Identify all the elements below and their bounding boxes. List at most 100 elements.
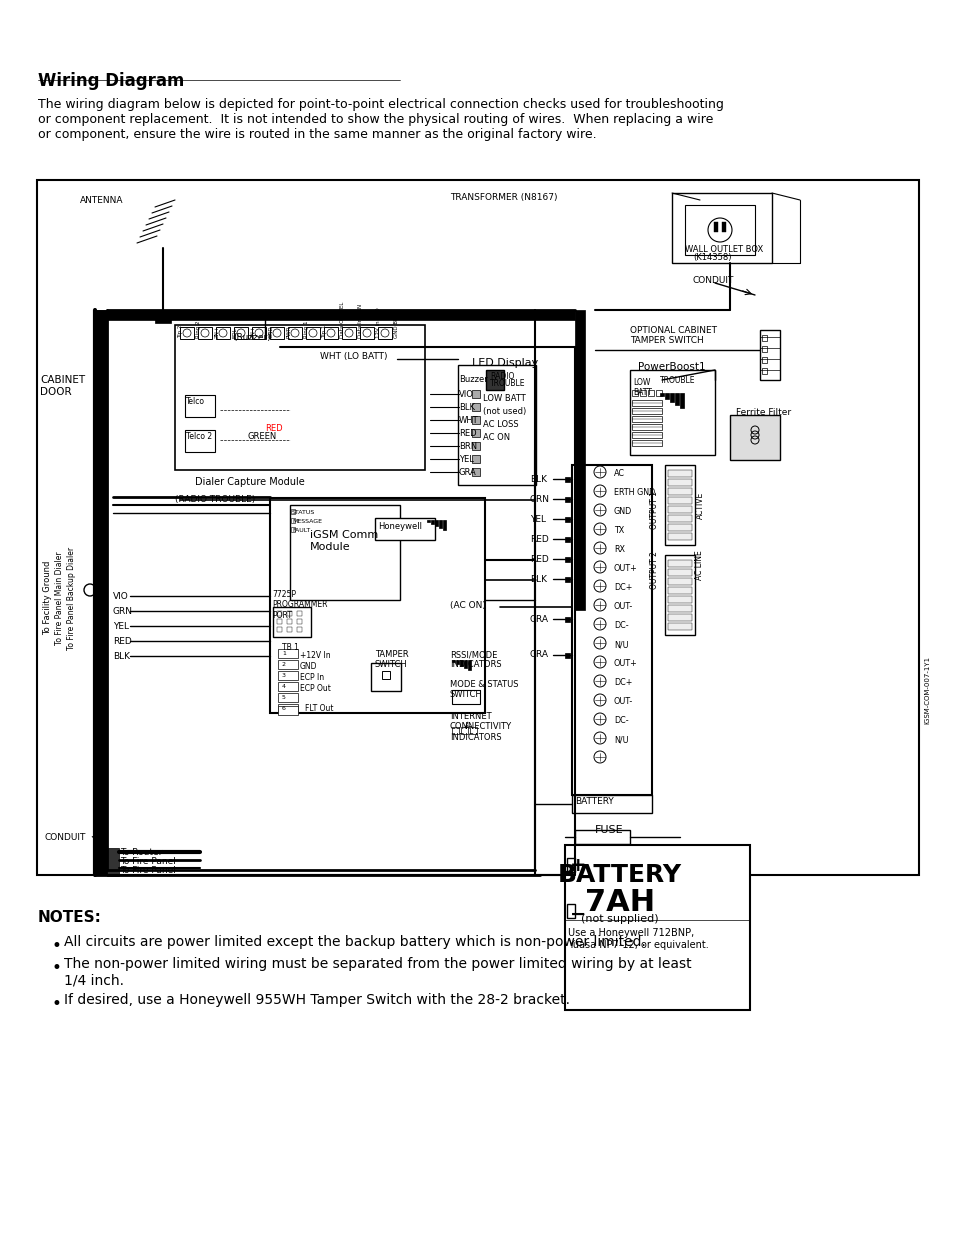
Text: BLK: BLK — [530, 576, 546, 584]
Text: AC LOSS: AC LOSS — [482, 420, 518, 429]
Bar — [472, 454, 479, 463]
Text: OUT-: OUT- — [614, 697, 633, 706]
Text: TB 1: TB 1 — [282, 643, 298, 652]
Bar — [277, 706, 297, 715]
Bar — [679, 393, 683, 408]
Bar — [631, 440, 661, 446]
Bar — [667, 559, 691, 567]
Text: TAMPER
SWITCH: TAMPER SWITCH — [375, 650, 408, 669]
Text: INTERNET
CONNECTIVITY
INDICATORS: INTERNET CONNECTIVITY INDICATORS — [450, 713, 512, 742]
Text: GRA: GRA — [530, 615, 548, 624]
Text: 7AH: 7AH — [584, 888, 655, 918]
Bar — [631, 408, 661, 414]
Text: Data In GRN: Data In GRN — [358, 304, 363, 338]
Bar — [664, 393, 668, 399]
Bar — [277, 682, 297, 692]
Bar — [290, 505, 399, 600]
Bar — [452, 727, 458, 734]
Bar — [684, 205, 754, 254]
Text: ECP In: ECP In — [299, 673, 324, 682]
Text: GREEN: GREEN — [248, 432, 277, 441]
Bar — [564, 537, 569, 542]
Text: 7725P
PROGRAMMER
PORT: 7725P PROGRAMMER PORT — [272, 590, 327, 620]
Bar — [631, 400, 661, 406]
Bar — [472, 416, 479, 424]
Bar — [472, 403, 479, 411]
Bar — [452, 659, 455, 662]
Text: YEL: YEL — [458, 454, 474, 464]
Bar — [185, 430, 214, 452]
Bar — [381, 671, 390, 679]
Bar — [667, 569, 691, 576]
Text: LED Display: LED Display — [472, 358, 537, 368]
Bar — [761, 368, 766, 374]
Text: EOL: EOL — [233, 327, 237, 338]
Bar — [656, 390, 661, 396]
Text: GRN: GRN — [112, 606, 132, 616]
Bar — [472, 390, 479, 398]
Text: (AC ON): (AC ON) — [450, 601, 485, 610]
Text: WHT: WHT — [458, 416, 478, 425]
Bar — [572, 466, 651, 795]
Text: Telco 2: Telco 2 — [186, 432, 212, 441]
Text: GRA: GRA — [530, 650, 548, 659]
Text: RED: RED — [458, 429, 476, 438]
Text: GND: GND — [614, 508, 632, 516]
Bar — [664, 555, 695, 635]
Text: iGSM Comm
Module: iGSM Comm Module — [310, 530, 377, 552]
Text: BATTERY: BATTERY — [558, 863, 681, 887]
Bar — [470, 727, 476, 734]
Text: RED: RED — [265, 424, 282, 433]
Text: CONDUIT: CONDUIT — [45, 832, 87, 842]
Bar — [564, 845, 749, 1010]
Text: (Buzzer): (Buzzer) — [233, 333, 271, 342]
Text: LOW
BATT: LOW BATT — [633, 378, 651, 398]
Bar — [198, 327, 212, 338]
Bar — [647, 390, 654, 396]
Text: MODE & STATUS
SWITCH: MODE & STATUS SWITCH — [450, 680, 518, 699]
Bar — [435, 520, 437, 526]
Text: TAMPER SWITCH: TAMPER SWITCH — [629, 336, 703, 345]
Bar — [459, 659, 462, 666]
Text: Tip 1: Tip 1 — [322, 325, 327, 338]
Bar — [291, 517, 294, 522]
Text: 6: 6 — [282, 706, 286, 711]
Text: AC LINE: AC LINE — [695, 550, 703, 580]
Text: IGSM-COM-007-1Y1: IGSM-COM-007-1Y1 — [923, 656, 929, 724]
Bar — [675, 393, 679, 405]
Bar — [296, 619, 302, 624]
Bar — [485, 370, 503, 390]
Bar — [564, 496, 569, 501]
Bar — [296, 611, 302, 616]
Text: N/U: N/U — [614, 735, 628, 743]
Bar — [427, 520, 430, 522]
Bar — [667, 534, 691, 540]
Bar — [566, 858, 575, 872]
Bar — [669, 393, 673, 403]
Text: ZN+: ZN+ — [251, 325, 255, 338]
Text: (K14358): (K14358) — [692, 253, 731, 262]
Text: FLT Out: FLT Out — [305, 704, 334, 713]
Text: OUTPUT 1: OUTPUT 1 — [650, 492, 659, 529]
Text: DC-: DC- — [614, 621, 628, 630]
Text: ZN+: ZN+ — [214, 325, 219, 338]
Bar — [572, 795, 651, 813]
Bar — [760, 330, 780, 380]
Text: ANTENNA: ANTENNA — [80, 196, 123, 205]
Text: MESSAGE: MESSAGE — [292, 519, 322, 524]
Text: Tip 2: Tip 2 — [178, 325, 183, 338]
Text: NOTES:: NOTES: — [38, 910, 102, 925]
Text: Ring 1: Ring 1 — [304, 321, 309, 338]
Text: To Fire Panel: To Fire Panel — [120, 866, 175, 876]
Text: Honeywell: Honeywell — [377, 522, 421, 531]
Bar — [631, 416, 661, 422]
Bar — [667, 622, 691, 630]
Text: OUT+: OUT+ — [614, 659, 638, 668]
Text: FUSE: FUSE — [595, 825, 623, 835]
Text: −: − — [569, 905, 586, 924]
Text: To Fire Panel Backup Dialer: To Fire Panel Backup Dialer — [68, 546, 76, 650]
Bar — [667, 614, 691, 621]
Bar — [468, 659, 471, 671]
Bar — [667, 496, 691, 504]
Bar — [664, 466, 695, 545]
